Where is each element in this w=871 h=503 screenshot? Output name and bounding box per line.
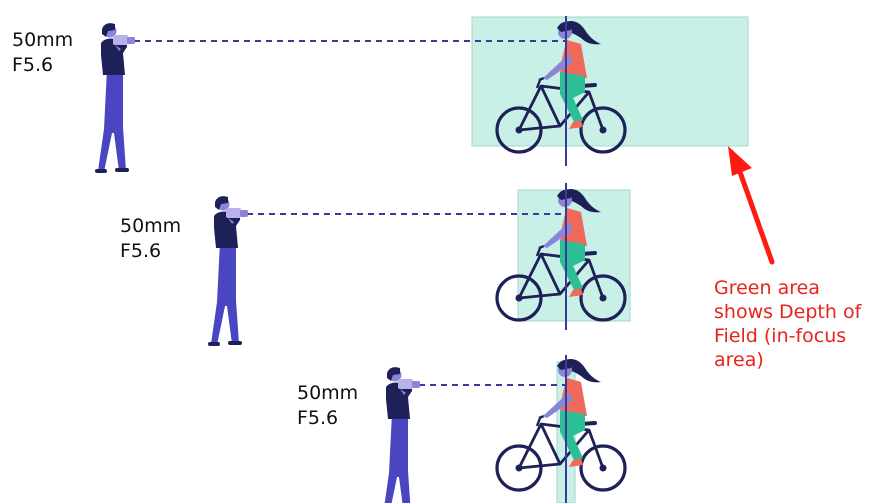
note-line: Field (in-focus: [714, 325, 847, 347]
annotation-arrow: [728, 146, 775, 265]
photographer-figure: [208, 196, 248, 346]
note-line: Green area: [714, 277, 820, 299]
photographer-figure: [95, 23, 135, 173]
focal-length-text: 50mm: [120, 215, 182, 237]
depth-of-field-note: Green area shows Depth of Field (in-focu…: [714, 276, 871, 372]
photographer-figure: [380, 367, 420, 503]
aperture-text: F5.6: [297, 407, 339, 429]
focal-length-text: 50mm: [12, 29, 74, 51]
scene-1-label: 50mm F5.6: [12, 28, 73, 78]
aperture-text: F5.6: [12, 54, 54, 76]
depth-of-field-area: [471, 16, 749, 147]
scene-1: [95, 16, 749, 173]
focal-length-text: 50mm: [297, 382, 359, 404]
note-line: shows Depth of: [714, 301, 862, 323]
scene-3-label: 50mm F5.6: [297, 381, 358, 431]
aperture-text: F5.6: [120, 240, 162, 262]
note-line: area): [714, 349, 764, 371]
scene-3: [380, 355, 627, 503]
scene-2-label: 50mm F5.6: [120, 214, 181, 264]
scene-2: [208, 183, 631, 346]
